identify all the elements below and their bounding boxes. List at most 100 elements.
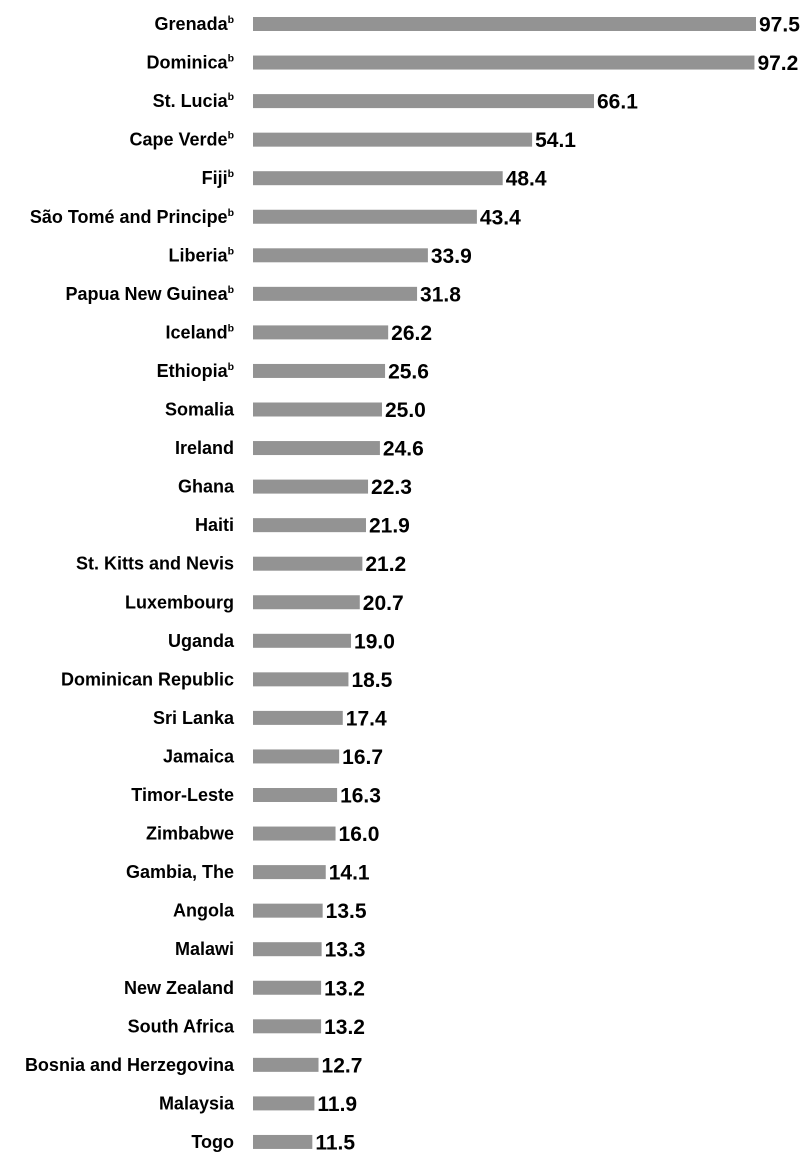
category-label: Malaysia [159,1093,235,1113]
bar [253,132,533,147]
category-label: Gambia, The [126,862,234,882]
footnote-marker: b [228,361,234,373]
bar [253,826,336,841]
category-name: Ireland [175,438,234,458]
bar [253,710,343,725]
bar [253,17,756,31]
category-label: Jamaica [163,746,235,766]
category-label: St. Luciab [153,91,234,111]
category-name: Malawi [175,939,234,959]
category-label: Togo [191,1132,234,1152]
value-label: 11.5 [315,1131,355,1154]
value-label: 20.7 [363,592,404,615]
value-label: 19.0 [354,630,395,653]
value-label: 26.2 [391,322,432,345]
bar [253,865,326,880]
category-name: Angola [173,901,235,921]
category-name: Grenada [155,14,229,34]
category-label: Ireland [175,438,234,458]
bar [253,903,323,918]
value-label: 16.0 [339,823,380,846]
value-label: 54.1 [535,129,576,152]
value-label: 33.9 [431,245,472,268]
category-name: Luxembourg [125,592,234,612]
bar [253,672,349,687]
value-labels: 97.5 97.2 66.1 54.1 48.4 43.4 33.9 31.8 26.2 25.6… [315,14,800,1155]
category-name: Dominican Republic [61,669,234,689]
category-name: Bosnia and Herzegovina [25,1055,235,1075]
category-label: Fijib [202,168,234,188]
bar [253,1019,322,1034]
category-name: St. Lucia [153,91,229,111]
category-name: Malaysia [159,1093,235,1113]
category-label: Dominican Republic [61,669,234,689]
footnote-marker: b [228,53,234,65]
bar [253,171,503,186]
value-label: 12.7 [322,1054,363,1077]
bar [253,556,363,571]
footnote-marker: b [228,168,234,180]
value-label: 22.3 [371,476,412,499]
footnote-marker: b [228,207,234,219]
category-label: Dominicab [147,53,234,73]
category-name: Ethiopia [157,361,229,381]
category-label: Ghana [178,477,235,497]
category-name: Papua New Guinea [66,284,229,304]
value-label: 97.5 [759,14,800,37]
category-label: Cape Verdeb [130,130,234,150]
category-label: Uganda [168,631,235,651]
bar [253,633,352,648]
category-label: Bosnia and Herzegovina [25,1055,235,1075]
category-label: Ethiopiab [157,361,234,381]
value-label: 25.6 [388,360,429,383]
bar [253,248,428,263]
value-label: 48.4 [506,168,547,191]
category-name: Liberia [169,245,229,265]
category-name: Zimbabwe [146,824,234,844]
bar [253,595,360,610]
value-label: 25.0 [385,399,426,422]
category-name: Togo [191,1132,234,1152]
bar [253,402,382,417]
category-label: New Zealand [124,978,234,998]
category-label: Icelandb [166,322,234,342]
bars [253,17,756,1149]
category-label: South Africa [128,1016,235,1036]
bar [253,749,340,764]
footnote-marker: b [228,14,234,26]
bar [253,441,380,456]
category-label: Liberiab [169,245,234,265]
bar [253,1096,315,1111]
value-label: 43.4 [480,206,521,229]
footnote-marker: b [228,130,234,142]
category-name: Uganda [168,631,235,651]
value-label: 21.9 [369,515,410,538]
category-name: Ghana [178,477,235,497]
bar [253,363,386,378]
category-name: New Zealand [124,978,234,998]
bar [253,1134,313,1149]
category-label: Grenadab [155,14,234,34]
value-label: 13.5 [326,900,367,923]
value-label: 18.5 [351,669,392,692]
bar [253,518,366,533]
value-label: 24.6 [383,438,424,461]
category-name: Somalia [165,400,235,420]
category-name: Haiti [195,515,234,535]
category-name: South Africa [128,1016,235,1036]
category-name: Cape Verde [130,130,228,150]
bar [253,94,595,109]
footnote-marker: b [228,322,234,334]
bar [253,325,389,340]
value-label: 66.1 [597,91,638,114]
category-label: Malawi [175,939,234,959]
category-name: Sri Lanka [153,708,235,728]
value-label: 17.4 [346,707,387,730]
category-label: Sri Lanka [153,708,235,728]
bar [253,286,418,301]
bar [253,55,755,70]
category-label: Angola [173,901,235,921]
value-label: 14.1 [329,862,370,885]
